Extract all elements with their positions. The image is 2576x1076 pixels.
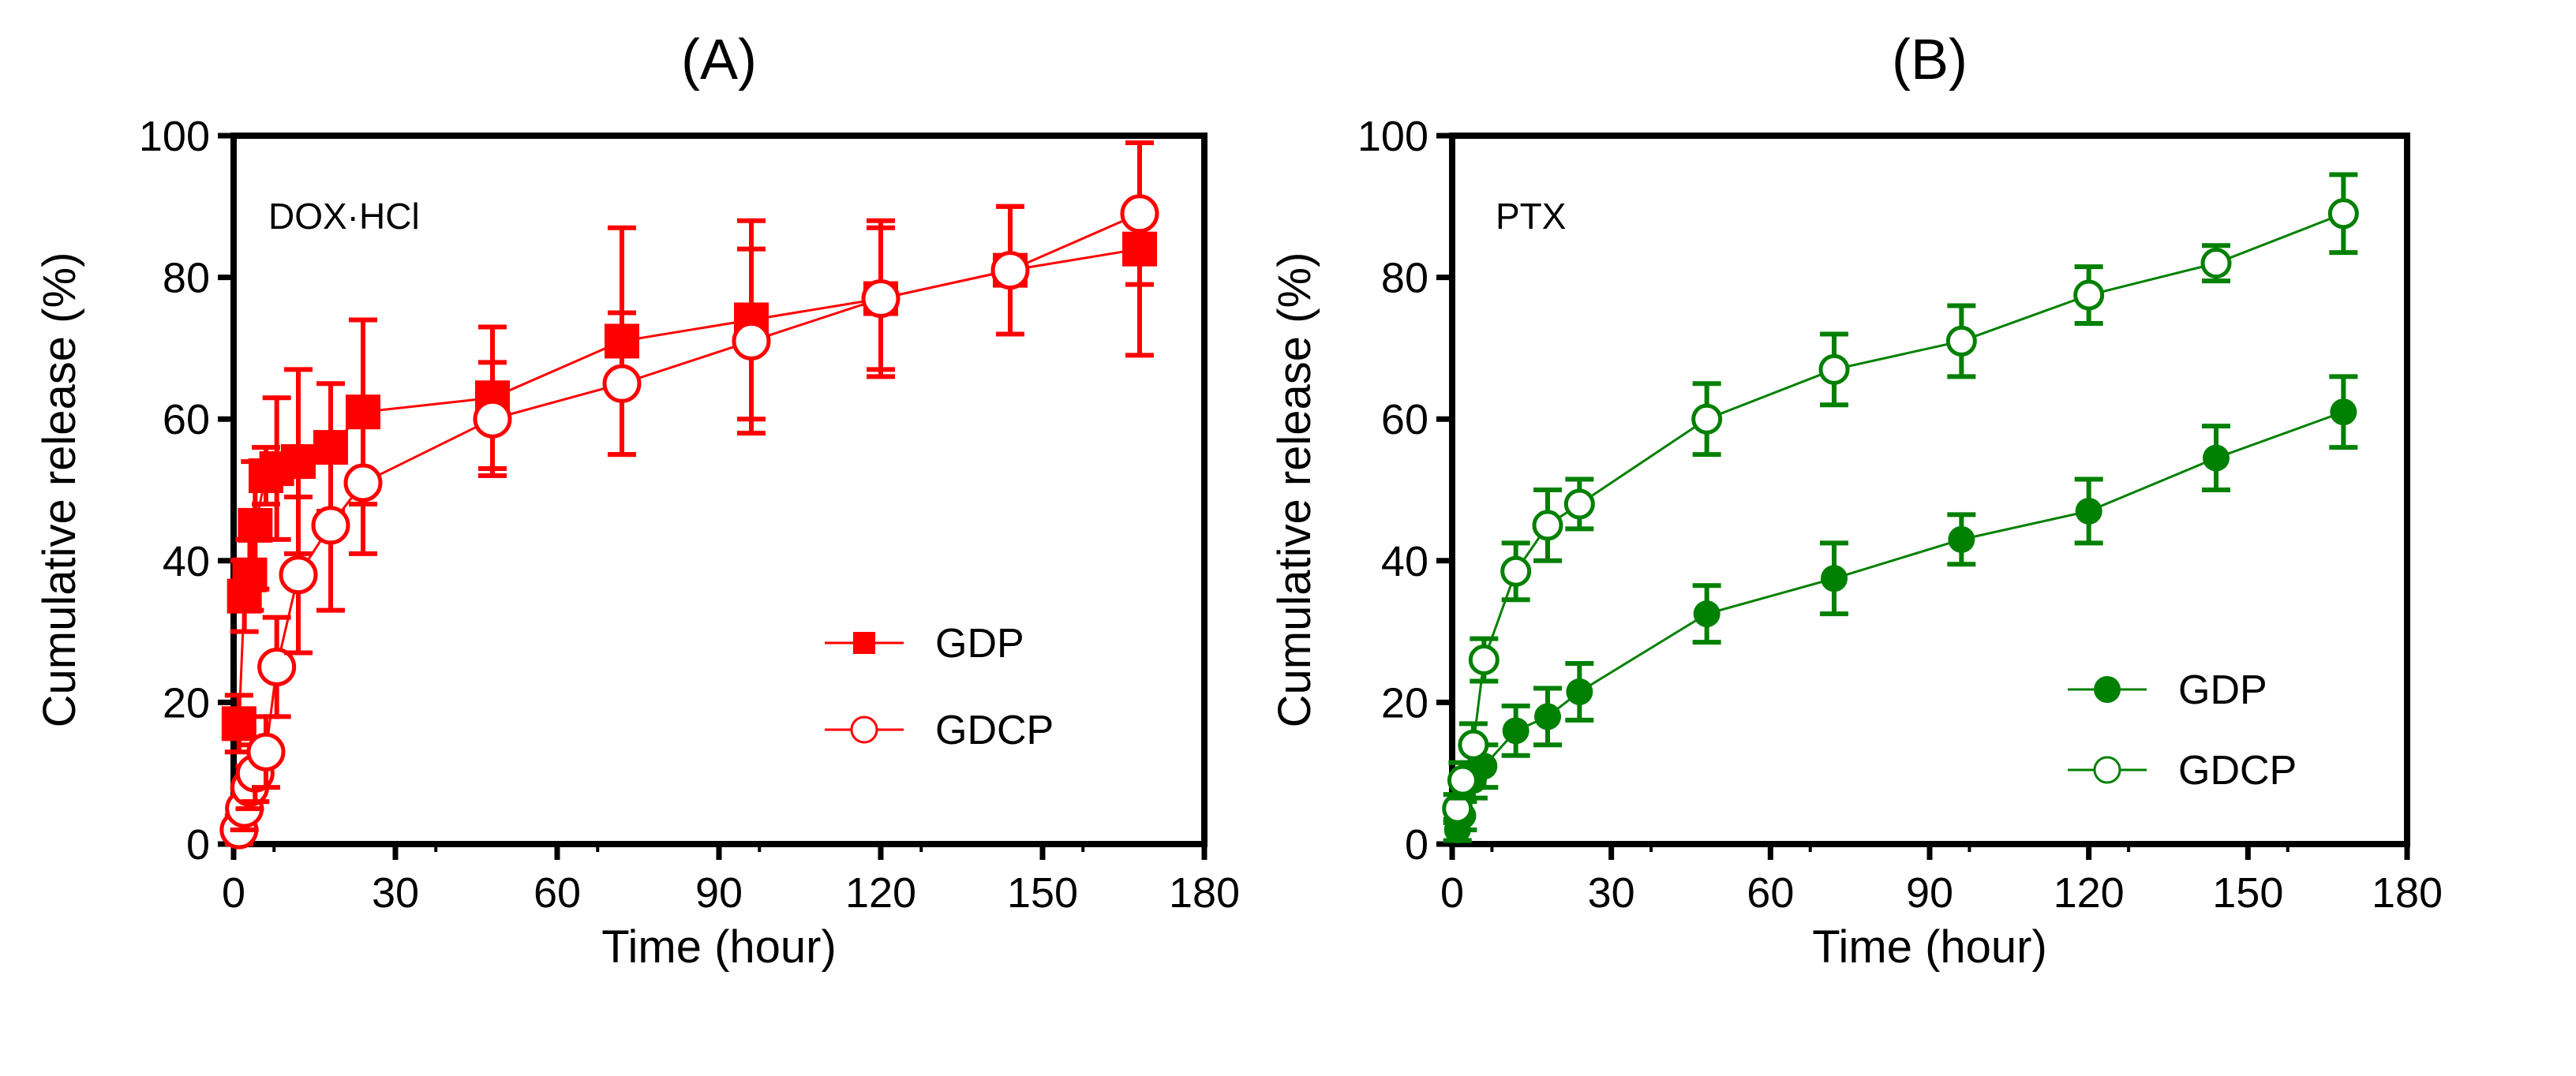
data-point — [1948, 525, 1975, 553]
data-point — [2327, 198, 2359, 230]
data-point — [1566, 678, 1593, 705]
data-point — [1563, 488, 1595, 520]
x-tick-label: 90 — [695, 869, 743, 917]
data-point — [2073, 279, 2105, 311]
data-point — [311, 506, 350, 545]
data-point — [1534, 703, 1561, 730]
x-tick-label: 30 — [1588, 869, 1635, 917]
data-point — [1693, 600, 1720, 628]
drug-annotation: PTX — [1496, 196, 1566, 237]
x-tick-label: 0 — [222, 869, 245, 917]
data-point — [257, 648, 297, 686]
x-tick-label: 30 — [372, 869, 419, 917]
data-point — [1442, 793, 1473, 824]
data-point — [1500, 555, 1532, 587]
data-point — [1691, 403, 1723, 435]
chart-panel-a: (A) 0 30 60 90 120 150 180 0 20 40 60 80 100 Time (hou… — [34, 28, 1240, 973]
data-point — [1502, 717, 1530, 745]
legend-marker — [850, 715, 878, 744]
y-tick-label: 60 — [1381, 396, 1428, 443]
data-point — [473, 399, 512, 439]
data-point — [602, 364, 642, 403]
panel-title: (B) — [1892, 28, 1968, 92]
y-tick-label: 80 — [163, 255, 210, 302]
data-point — [1945, 325, 1977, 357]
y-axis-label: Cumulative release (%) — [34, 252, 85, 728]
x-tick-label: 150 — [2212, 869, 2283, 917]
y-tick-label: 0 — [186, 821, 210, 869]
data-point — [1120, 194, 1159, 234]
data-point — [1458, 729, 1489, 760]
legend-marker — [853, 632, 875, 654]
y-tick-label: 100 — [139, 113, 210, 160]
x-tick-label: 60 — [534, 869, 581, 917]
plot-frame — [1449, 133, 2410, 847]
y-tick-label: 20 — [163, 679, 210, 727]
data-point — [279, 555, 318, 595]
x-tick-label: 60 — [1747, 869, 1794, 917]
y-axis-label: Cumulative release (%) — [1269, 252, 1320, 728]
data-point — [232, 557, 268, 592]
legend-marker — [2094, 676, 2121, 703]
x-axis-label: Time (hour) — [1812, 921, 2047, 973]
data-point — [2330, 398, 2357, 426]
legend-marker — [2093, 756, 2121, 784]
x-tick-label: 150 — [1007, 869, 1078, 917]
data-point — [2075, 497, 2102, 525]
data-point — [1821, 565, 1848, 592]
data-point — [238, 507, 273, 543]
data-point — [861, 279, 900, 319]
data-point — [732, 321, 771, 361]
data-point — [1468, 644, 1500, 676]
data-point — [1532, 510, 1563, 541]
x-tick-label: 180 — [1169, 869, 1240, 917]
data-point — [281, 444, 316, 480]
series-gdcp: GDCP — [219, 140, 1159, 850]
panel-title: (A) — [681, 28, 757, 92]
x-tick-label: 0 — [1440, 869, 1464, 917]
x-tick-label: 120 — [845, 869, 916, 917]
data-point — [1447, 764, 1478, 796]
data-point — [246, 732, 286, 772]
legend-label: GDP — [2178, 667, 2267, 713]
y-tick-label: 80 — [1381, 255, 1428, 302]
x-axis-label: Time (hour) — [601, 921, 837, 973]
y-tick-label: 60 — [163, 396, 210, 443]
legend-label: GDCP — [935, 708, 1054, 753]
data-point — [2203, 444, 2230, 472]
data-point — [2200, 248, 2232, 279]
data-point — [1818, 353, 1850, 385]
y-tick-label: 0 — [1405, 821, 1428, 869]
x-tick-label: 120 — [2054, 869, 2125, 917]
x-tick-label: 180 — [2372, 869, 2443, 917]
data-point — [343, 463, 383, 503]
x-tick-label: 90 — [1906, 869, 1953, 917]
series-gdcp: GDCP — [1442, 172, 2359, 826]
y-tick-label: 40 — [1381, 538, 1428, 585]
y-tick-label: 20 — [1381, 679, 1428, 727]
data-point — [990, 251, 1030, 290]
legend-label: GDP — [935, 621, 1024, 667]
legend-label: GDCP — [2178, 748, 2297, 794]
y-tick-label: 100 — [1357, 113, 1428, 160]
chart-panel-b: (B) 0 30 60 90 120 150 180 0 20 40 60 80 100 Time (hou… — [1269, 28, 2443, 973]
data-point — [221, 706, 256, 742]
drug-annotation: DOX·HCl — [268, 196, 420, 237]
y-tick-label: 40 — [163, 538, 210, 585]
